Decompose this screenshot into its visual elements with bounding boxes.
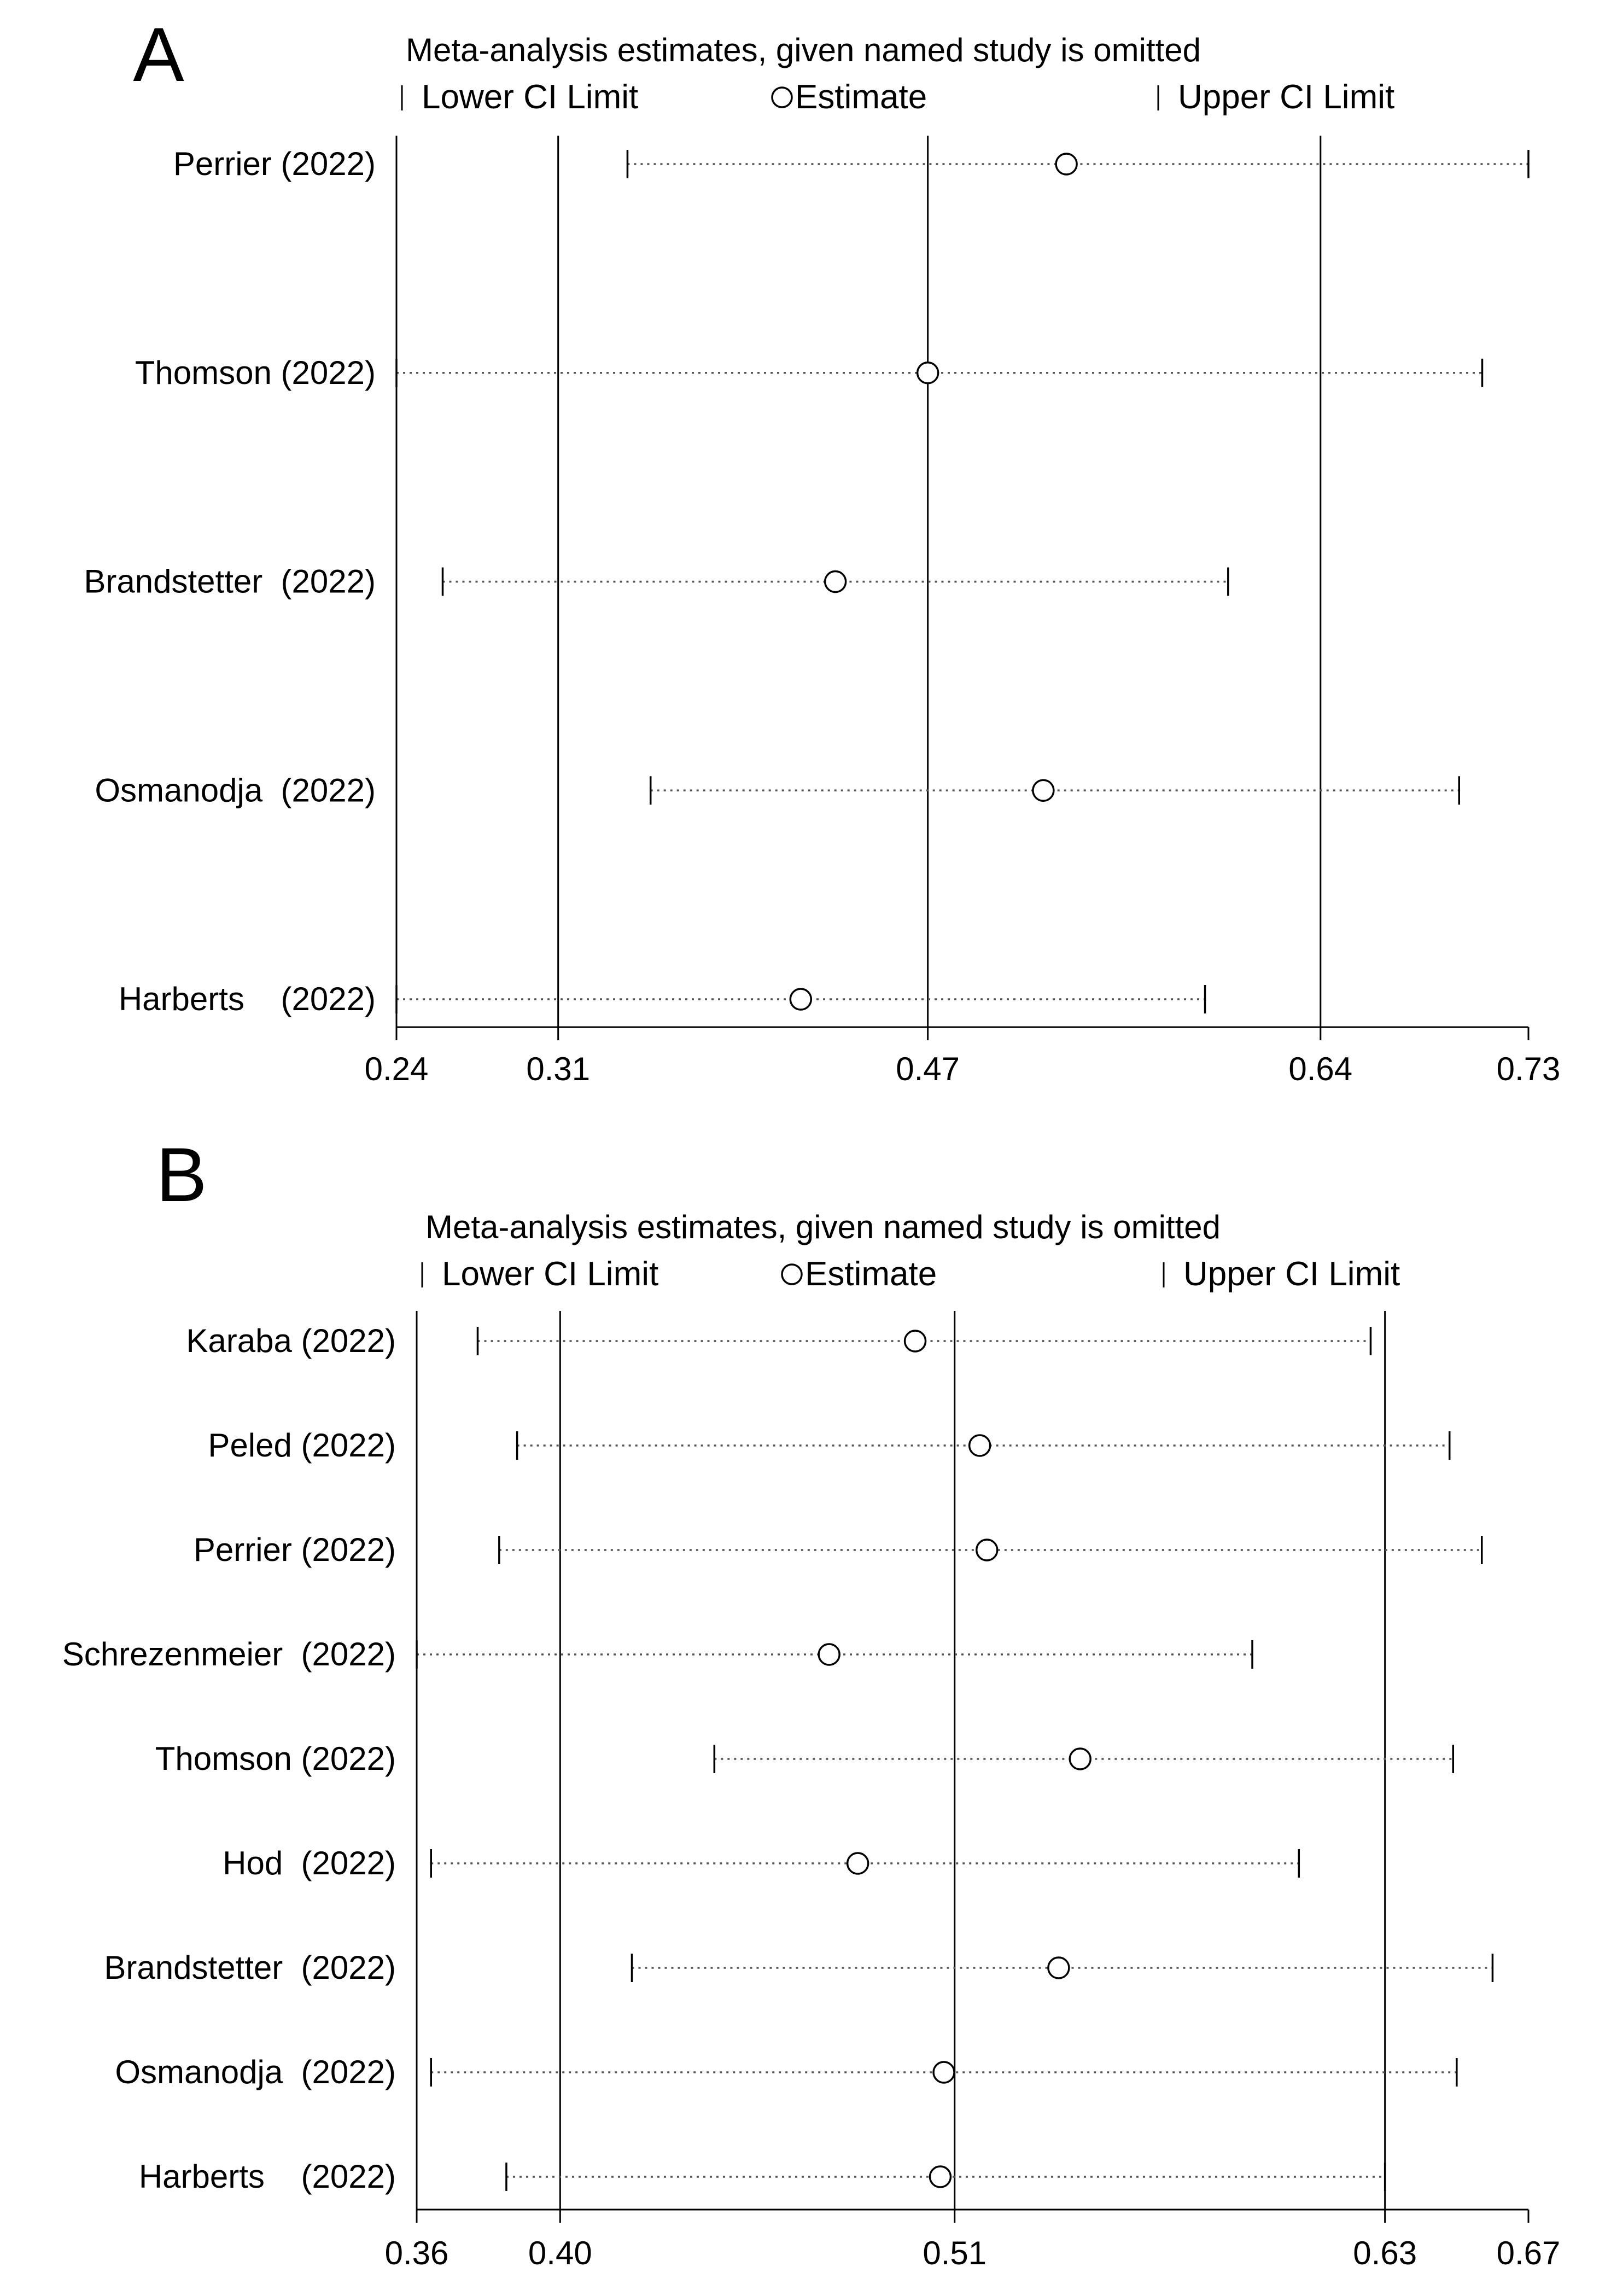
chart-title: Meta-analysis estimates, given named stu… [406, 32, 1201, 68]
chart-title: Meta-analysis estimates, given named stu… [425, 1209, 1221, 1245]
estimate-point [975, 1539, 999, 1561]
x-tick-label: 0.31 [526, 1051, 590, 1087]
legend-estimate-label: Estimate [805, 1255, 937, 1293]
study-label: Karaba (2022) [186, 1322, 396, 1359]
estimate-point [932, 2061, 955, 2084]
study-label: Osmanodja (2022) [115, 2054, 396, 2090]
estimate-point [1047, 1956, 1070, 1979]
estimate-point [903, 1330, 927, 1353]
panel-letter: A [133, 11, 184, 97]
legend-lower-label: Lower CI Limit [442, 1255, 658, 1293]
legend-upper-label: Upper CI Limit [1178, 78, 1394, 116]
study-label: Harberts (2022) [139, 2158, 396, 2195]
estimate-point [929, 2165, 952, 2188]
x-tick-label: 0.24 [365, 1051, 429, 1087]
panel-a: A Meta-analysis estimates, given named st… [84, 11, 1560, 1087]
legend-estimate-label: Estimate [795, 78, 927, 116]
study-label: Schrezenmeier (2022) [62, 1636, 396, 1673]
panel-letter: B [156, 1132, 207, 1217]
estimate-point [818, 1643, 840, 1666]
study-label: Peled (2022) [208, 1427, 396, 1464]
estimate-point [916, 362, 939, 384]
study-label: Thomson (2022) [135, 354, 376, 391]
study-label: Osmanodja (2022) [95, 772, 376, 808]
x-tick-label: 0.51 [923, 2235, 987, 2271]
estimate-point [846, 1852, 869, 1875]
x-tick-label: 0.67 [1497, 2235, 1561, 2271]
study-label: Hod (2022) [223, 1845, 396, 1881]
legend-estimate-marker [781, 1263, 803, 1285]
legend-upper-label: Upper CI Limit [1183, 1255, 1400, 1293]
x-tick-label: 0.47 [896, 1051, 960, 1087]
legend-estimate-marker [771, 86, 793, 108]
x-tick-label: 0.40 [528, 2235, 592, 2271]
legend-lower-label: Lower CI Limit [422, 78, 638, 116]
estimate-point [1032, 779, 1055, 802]
study-label: Perrier (2022) [194, 1531, 396, 1568]
study-label: Brandstetter (2022) [84, 563, 376, 600]
study-label: Brandstetter (2022) [104, 1949, 396, 1986]
study-label: Harberts (2022) [119, 981, 376, 1017]
estimate-point [824, 570, 847, 593]
x-tick-label: 0.63 [1353, 2235, 1417, 2271]
estimate-point [789, 988, 813, 1011]
x-tick-label: 0.73 [1497, 1051, 1561, 1087]
study-label: Perrier (2022) [173, 145, 376, 182]
study-label: Thomson (2022) [155, 1740, 396, 1777]
estimate-point [968, 1434, 991, 1457]
x-tick-label: 0.64 [1288, 1051, 1352, 1087]
estimate-point [1069, 1747, 1091, 1770]
panel-b: B Meta-analysis estimates, given named st… [62, 1132, 1561, 2271]
x-tick-label: 0.36 [385, 2235, 449, 2271]
estimate-point [1055, 153, 1078, 176]
